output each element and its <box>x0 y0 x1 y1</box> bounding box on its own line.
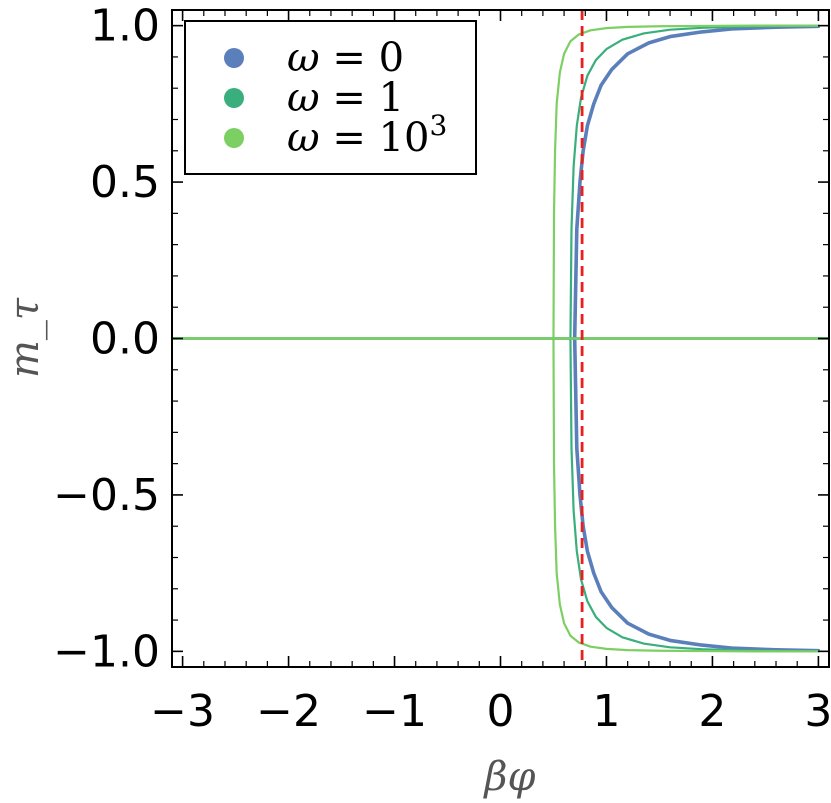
legend-marker-1 <box>224 88 244 108</box>
legend-value: 1 <box>379 75 404 121</box>
x-tick-label: −1 <box>362 686 427 737</box>
y-tick-label: 0.0 <box>90 314 160 365</box>
legend-var: ω <box>287 115 320 161</box>
legend-rel: = <box>320 35 379 81</box>
legend-value: 0 <box>379 35 404 81</box>
y-axis-title: m_τ <box>2 297 48 378</box>
y-tick-label: 0.5 <box>90 157 160 208</box>
x-tick-label: 2 <box>698 686 726 737</box>
legend-var: ω <box>287 75 320 121</box>
legend-value: 10 <box>379 115 430 161</box>
legend-label-1: ω = 1 <box>287 75 404 121</box>
legend-rel: = <box>320 115 379 161</box>
legend-label-2: ω = 103 <box>287 109 447 161</box>
legend-label-0: ω = 0 <box>287 35 404 81</box>
x-tick-label: 0 <box>487 686 515 737</box>
legend-var: ω <box>287 35 320 81</box>
legend-exponent: 3 <box>429 109 447 142</box>
x-tick-label: −3 <box>150 686 215 737</box>
legend: ω = 0ω = 1ω = 103 <box>184 20 477 175</box>
x-tick-label: 3 <box>804 686 831 737</box>
legend-marker-0 <box>224 48 244 68</box>
y-tick-label: −1.0 <box>53 626 160 677</box>
x-axis-title: βφ <box>482 754 535 800</box>
y-tick-label: 1.0 <box>90 1 160 52</box>
legend-marker-2 <box>224 128 244 148</box>
x-tick-label: −2 <box>256 686 321 737</box>
legend-rel: = <box>320 75 379 121</box>
x-tick-label: 1 <box>592 686 620 737</box>
data-layer <box>172 10 829 667</box>
ticks-layer <box>172 10 829 667</box>
y-tick-label: −0.5 <box>53 470 160 521</box>
